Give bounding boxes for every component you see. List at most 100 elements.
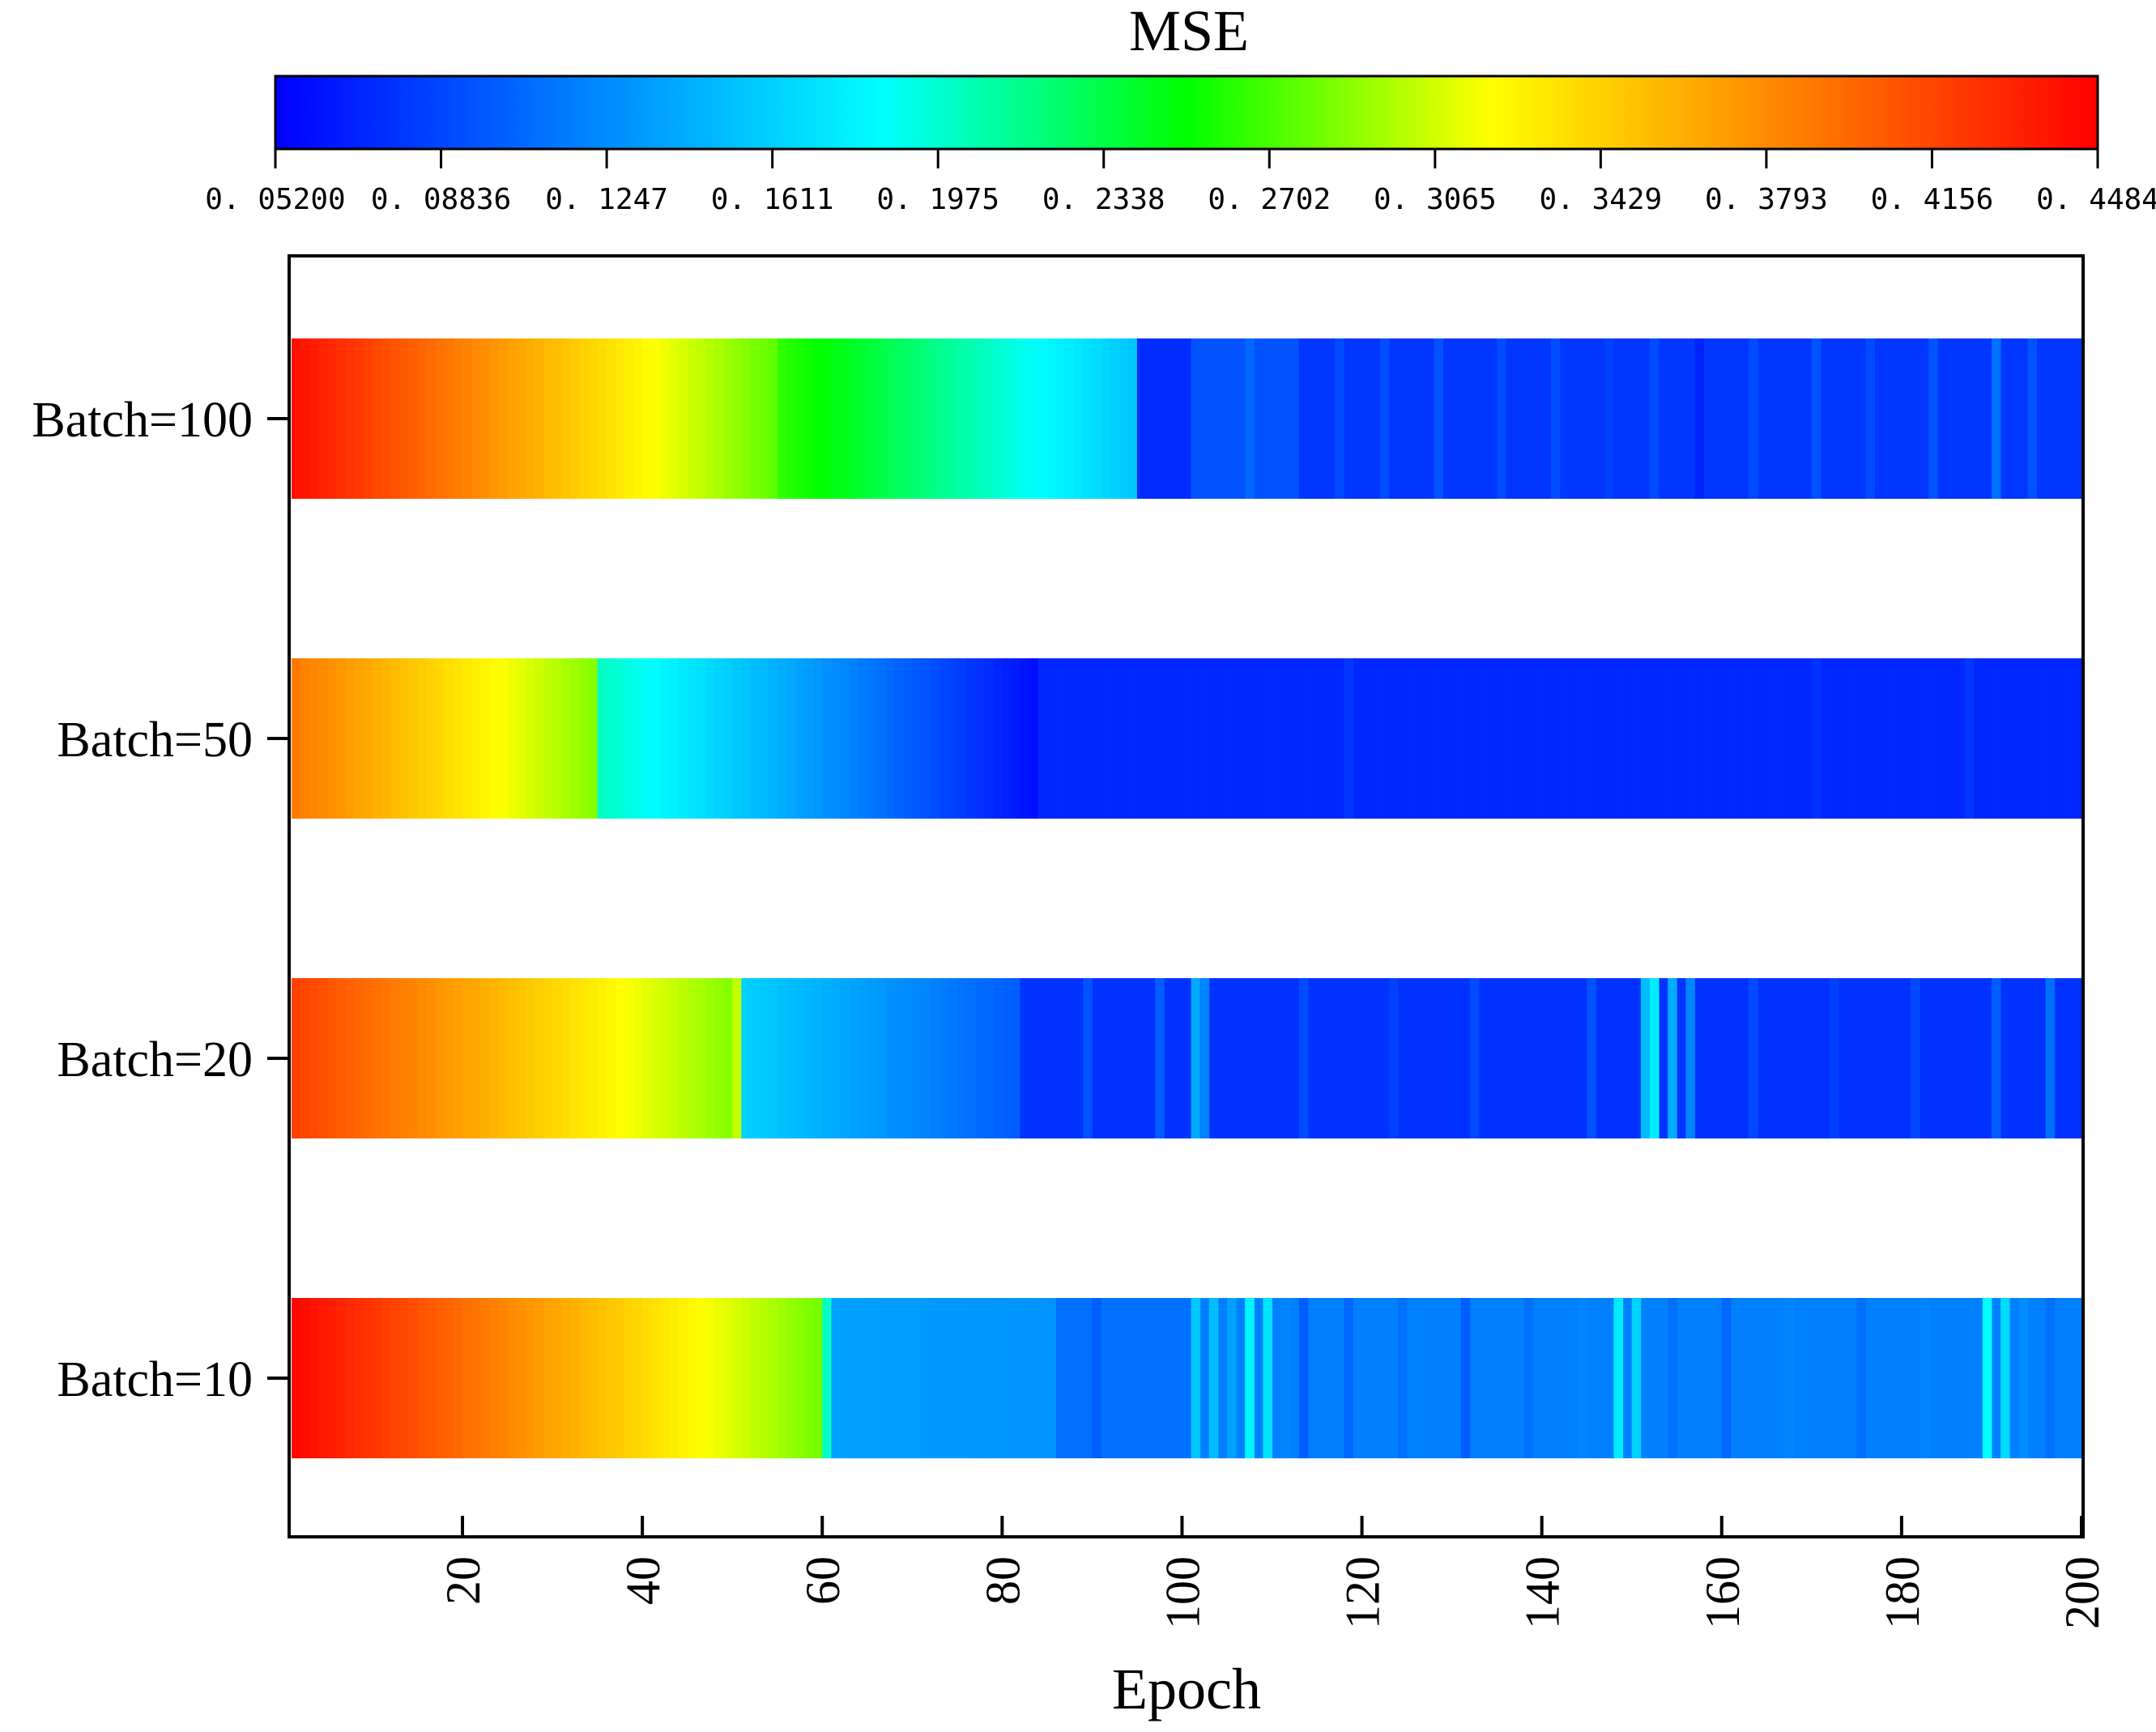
heatmap-cell: [1920, 658, 1930, 819]
heatmap-cell: [957, 338, 967, 499]
heatmap-cell: [1839, 338, 1849, 499]
heatmap-cell: [1964, 658, 1975, 819]
heatmap-cell: [1379, 338, 1390, 499]
heatmap-cell: [804, 338, 814, 499]
heatmap-cell: [1497, 658, 1507, 819]
heatmap-cell: [1578, 978, 1587, 1138]
heatmap-cell: [1766, 658, 1777, 819]
heatmap-cell: [1685, 338, 1696, 499]
heatmap-cell: [345, 658, 356, 819]
heatmap-cell: [615, 1298, 625, 1458]
colorbar-tick-label: 0. 3065: [1374, 183, 1497, 216]
heatmap-cell: [1289, 978, 1300, 1138]
heatmap-cell: [309, 338, 320, 499]
heatmap-cell: [480, 338, 491, 499]
heatmap-cell: [1712, 658, 1723, 819]
heatmap-cell: [1254, 978, 1264, 1138]
heatmap-cell: [588, 658, 599, 819]
heatmap-cell: [1478, 1298, 1489, 1458]
heatmap-cell: [1136, 978, 1147, 1138]
heatmap-cell: [1730, 1298, 1741, 1458]
heatmap-cell: [1317, 658, 1327, 819]
heatmap-cell: [1011, 658, 1021, 819]
heatmap-cell: [1155, 658, 1165, 819]
heatmap-cell: [1901, 338, 1911, 499]
heatmap-cell: [678, 1298, 688, 1458]
heatmap-cell: [1668, 658, 1678, 819]
heatmap-cell: [2018, 658, 2029, 819]
heatmap-cell: [696, 658, 706, 819]
heatmap-cell: [1460, 978, 1471, 1138]
heatmap-cell: [1353, 658, 1363, 819]
heatmap-cell: [372, 1298, 382, 1458]
heatmap-cell: [1055, 1298, 1066, 1458]
heatmap-cell: [2009, 978, 2020, 1138]
y-axis: Batch=100 Batch=50 Batch=20 Batch=10: [32, 393, 289, 1407]
heatmap-cell: [1361, 338, 1372, 499]
x-tick-label: 100: [1156, 1556, 1209, 1629]
heatmap-cell: [1937, 1298, 1948, 1458]
heatmap-rows: [292, 338, 2082, 1458]
heatmap-cell: [1640, 658, 1651, 819]
heatmap-cell: [2045, 978, 2056, 1138]
heatmap-cell: [606, 1298, 616, 1458]
heatmap-cell: [1029, 338, 1039, 499]
heatmap-cell: [1280, 978, 1291, 1138]
heatmap-cell: [1155, 338, 1165, 499]
heatmap-cell: [462, 978, 472, 1138]
heatmap-cell: [417, 658, 428, 819]
heatmap-cell: [1199, 338, 1210, 499]
heatmap-cell: [858, 658, 868, 819]
heatmap-cell: [696, 338, 706, 499]
heatmap-cell: [552, 978, 562, 1138]
heatmap-cell: [768, 338, 778, 499]
heatmap-cell: [336, 658, 347, 819]
heatmap-cell: [1955, 978, 1966, 1138]
heatmap-cell: [894, 338, 904, 499]
heatmap-cell: [1820, 338, 1830, 499]
heatmap-cell: [1694, 658, 1705, 819]
heatmap-cell: [1254, 658, 1264, 819]
heatmap-cell: [1587, 658, 1597, 819]
heatmap-cell: [849, 338, 859, 499]
heatmap-cell: [1766, 338, 1777, 499]
heatmap-cell: [849, 1298, 859, 1458]
heatmap-cell: [1136, 338, 1147, 499]
heatmap-cell: [1506, 978, 1516, 1138]
heatmap-cell: [1920, 338, 1930, 499]
heatmap-cell: [1478, 978, 1489, 1138]
heatmap-cell: [1092, 658, 1102, 819]
heatmap-cell: [2009, 658, 2020, 819]
heatmap-cell: [1793, 1298, 1804, 1458]
heatmap-cell: [624, 978, 634, 1138]
heatmap-cell: [1046, 338, 1057, 499]
heatmap-cell: [453, 338, 463, 499]
heatmap-cell: [1559, 658, 1570, 819]
heatmap-cell: [884, 658, 895, 819]
heatmap-cell: [1515, 338, 1525, 499]
heatmap-cell: [525, 978, 535, 1138]
heatmap-cell: [1191, 338, 1201, 499]
heatmap-cell: [1758, 978, 1768, 1138]
heatmap-cell: [1425, 1298, 1435, 1458]
heatmap-cell: [1892, 338, 1902, 499]
heatmap-cell: [1874, 1298, 1885, 1458]
heatmap-cell: [462, 338, 472, 499]
heatmap-cell: [678, 338, 688, 499]
heatmap-cell: [1856, 1298, 1866, 1458]
heatmap-cell: [606, 658, 616, 819]
heatmap-cell: [453, 978, 463, 1138]
heatmap-cell: [777, 978, 787, 1138]
heatmap-cell: [1136, 1298, 1147, 1458]
heatmap-cell: [831, 658, 842, 819]
heatmap-cell: [1622, 658, 1633, 819]
y-tick-label: Batch=10: [57, 1352, 253, 1407]
heatmap-cell: [363, 978, 373, 1138]
heatmap-cell: [1236, 1298, 1246, 1458]
heatmap-cell: [705, 978, 715, 1138]
heatmap-cell: [1101, 1298, 1111, 1458]
heatmap-cell: [1910, 658, 1920, 819]
heatmap-cell: [1361, 1298, 1372, 1458]
heatmap-cell: [1155, 978, 1165, 1138]
heatmap-cell: [300, 338, 311, 499]
